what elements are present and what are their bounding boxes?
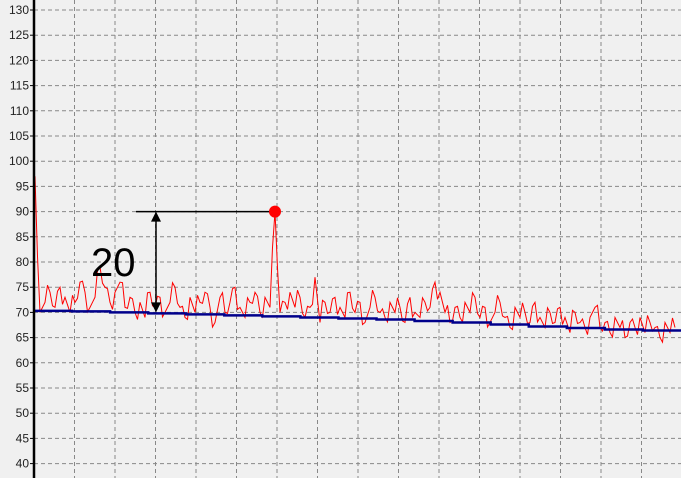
y-tick-label: 105 (9, 129, 29, 143)
y-tick-label: 50 (16, 406, 30, 420)
y-tick-label: 95 (16, 179, 30, 193)
y-tick-label: 75 (16, 280, 30, 294)
y-tick-label: 115 (10, 79, 29, 93)
y-tick-label: 120 (9, 53, 29, 67)
grid (34, 0, 681, 478)
y-tick-label: 45 (16, 431, 30, 445)
series-group (34, 176, 681, 344)
y-tick-label: 80 (16, 255, 30, 269)
y-tick-label: 125 (9, 28, 29, 42)
arrow-head-up (151, 211, 161, 222)
peak-marker (269, 205, 281, 218)
y-tick-label: 100 (9, 154, 29, 168)
y-tick-label: 65 (16, 331, 30, 345)
y-tick-label: 110 (10, 104, 29, 118)
difference-label: 20 (91, 241, 136, 285)
y-tick-label: 40 (16, 457, 30, 471)
arrow-head-down (151, 302, 161, 313)
y-tick-label: 85 (16, 230, 30, 244)
annotation: 20 (91, 205, 281, 313)
y-tick-label: 130 (9, 3, 29, 17)
y-axis-ticks: 40 45 50 55 60 65 70 75 80 85 90 95 100 105 110 115 120 1… (9, 3, 34, 471)
y-tick-label: 55 (16, 381, 30, 395)
y-tick-label: 60 (16, 356, 30, 370)
y-tick-label: 90 (16, 205, 30, 219)
blue-trend-line (34, 309, 681, 332)
y-tick-label: 70 (16, 305, 30, 319)
